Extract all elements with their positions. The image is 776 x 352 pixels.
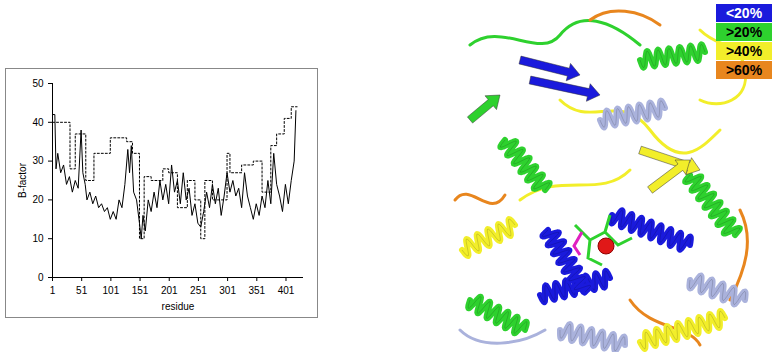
- svg-text:401: 401: [278, 285, 295, 296]
- svg-text:201: 201: [161, 285, 178, 296]
- svg-text:351: 351: [248, 285, 265, 296]
- svg-text:30: 30: [32, 155, 44, 166]
- svg-text:50: 50: [32, 78, 44, 89]
- svg-text:10: 10: [32, 233, 44, 244]
- svg-text:151: 151: [132, 285, 149, 296]
- svg-text:0: 0: [38, 272, 44, 283]
- svg-text:1: 1: [50, 285, 56, 296]
- svg-text:40: 40: [32, 117, 44, 128]
- svg-text:51: 51: [76, 285, 88, 296]
- svg-text:301: 301: [219, 285, 236, 296]
- svg-text:101: 101: [103, 285, 120, 296]
- svg-text:>20%: >20%: [726, 24, 763, 40]
- svg-text:>40%: >40%: [726, 43, 763, 59]
- svg-text:>60%: >60%: [726, 62, 763, 78]
- svg-text:<20%: <20%: [726, 5, 763, 21]
- svg-text:B-factor: B-factor: [17, 162, 28, 198]
- svg-text:residue: residue: [162, 301, 195, 312]
- svg-text:251: 251: [190, 285, 207, 296]
- svg-text:20: 20: [32, 194, 44, 205]
